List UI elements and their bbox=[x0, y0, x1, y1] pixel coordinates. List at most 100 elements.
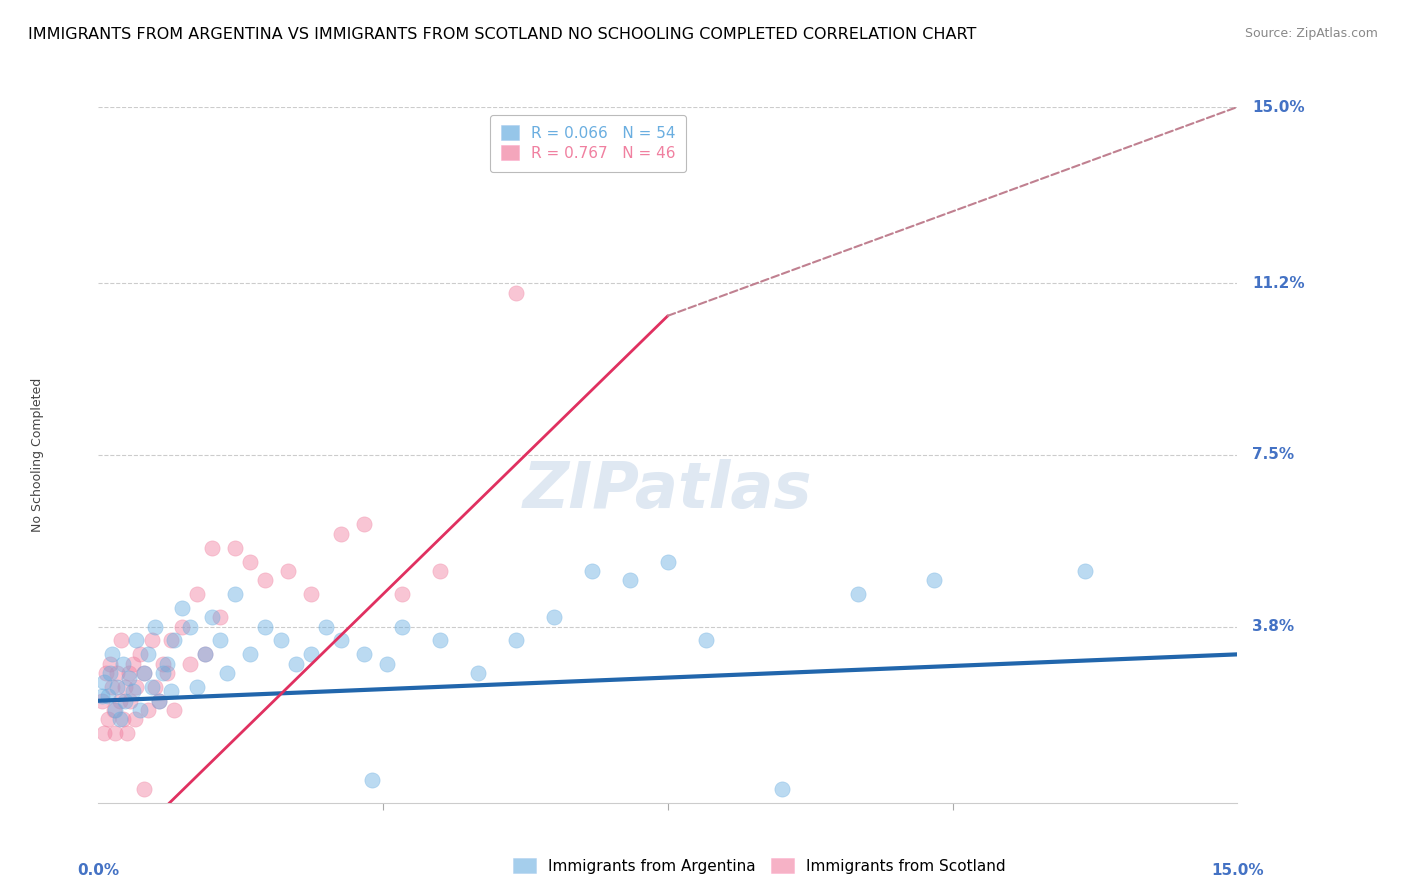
Legend: Immigrants from Argentina, Immigrants from Scotland: Immigrants from Argentina, Immigrants fr… bbox=[506, 852, 1012, 880]
Point bbox=[114, 694, 136, 708]
Point bbox=[129, 703, 152, 717]
Point bbox=[145, 680, 167, 694]
Point bbox=[254, 573, 277, 587]
Point bbox=[179, 619, 201, 633]
Text: 11.2%: 11.2% bbox=[1253, 276, 1305, 291]
Point bbox=[315, 619, 337, 633]
Point bbox=[330, 526, 353, 541]
Point bbox=[429, 633, 451, 648]
Point bbox=[91, 694, 114, 708]
Point bbox=[299, 587, 322, 601]
Text: 15.0%: 15.0% bbox=[1253, 100, 1305, 114]
Point bbox=[108, 712, 131, 726]
Point bbox=[170, 619, 193, 633]
Point bbox=[353, 648, 375, 662]
Point bbox=[467, 665, 489, 680]
Point bbox=[270, 633, 292, 648]
Point bbox=[922, 573, 945, 587]
Text: IMMIGRANTS FROM ARGENTINA VS IMMIGRANTS FROM SCOTLAND NO SCHOOLING COMPLETED COR: IMMIGRANTS FROM ARGENTINA VS IMMIGRANTS … bbox=[28, 27, 977, 42]
Point bbox=[254, 619, 277, 633]
Text: ZIPatlas: ZIPatlas bbox=[523, 458, 813, 521]
Point bbox=[93, 726, 115, 740]
Text: No Schooling Completed: No Schooling Completed bbox=[31, 378, 44, 532]
Legend: R = 0.066   N = 54, R = 0.767   N = 46: R = 0.066 N = 54, R = 0.767 N = 46 bbox=[489, 115, 686, 171]
Text: Source: ZipAtlas.com: Source: ZipAtlas.com bbox=[1244, 27, 1378, 40]
Point bbox=[152, 657, 174, 671]
Point bbox=[156, 657, 179, 671]
Point bbox=[121, 657, 143, 671]
Point bbox=[429, 564, 451, 578]
Point bbox=[114, 680, 136, 694]
Point bbox=[118, 665, 141, 680]
Point bbox=[141, 633, 163, 648]
Point bbox=[330, 633, 353, 648]
Point bbox=[299, 648, 322, 662]
Point bbox=[543, 610, 565, 624]
Point bbox=[375, 657, 398, 671]
Point bbox=[96, 689, 118, 703]
Point bbox=[101, 648, 124, 662]
Point bbox=[186, 587, 208, 601]
Text: 7.5%: 7.5% bbox=[1253, 448, 1295, 462]
Point bbox=[224, 541, 246, 555]
Point bbox=[148, 694, 170, 708]
Point bbox=[505, 285, 527, 300]
Point bbox=[98, 665, 121, 680]
Point bbox=[141, 680, 163, 694]
Text: 0.0%: 0.0% bbox=[77, 863, 120, 878]
Point bbox=[505, 633, 527, 648]
Point bbox=[159, 684, 181, 698]
Point bbox=[239, 648, 262, 662]
Point bbox=[125, 680, 148, 694]
Point bbox=[104, 703, 127, 717]
Point bbox=[657, 555, 679, 569]
Point bbox=[94, 665, 117, 680]
Point bbox=[129, 648, 152, 662]
Text: 3.8%: 3.8% bbox=[1253, 619, 1295, 634]
Point bbox=[117, 726, 139, 740]
Point bbox=[132, 781, 155, 796]
Point bbox=[695, 633, 717, 648]
Point bbox=[581, 564, 603, 578]
Point bbox=[1074, 564, 1097, 578]
Point bbox=[91, 689, 114, 703]
Point bbox=[120, 694, 142, 708]
Point bbox=[118, 671, 141, 685]
Point bbox=[108, 694, 131, 708]
Point bbox=[277, 564, 299, 578]
Point bbox=[156, 665, 179, 680]
Point bbox=[186, 680, 208, 694]
Point bbox=[101, 680, 124, 694]
Point bbox=[163, 703, 186, 717]
Point bbox=[98, 657, 121, 671]
Point bbox=[353, 517, 375, 532]
Point bbox=[846, 587, 869, 601]
Point bbox=[201, 610, 224, 624]
Point bbox=[194, 648, 217, 662]
Point bbox=[217, 665, 239, 680]
Point bbox=[124, 712, 146, 726]
Point bbox=[121, 684, 143, 698]
Point bbox=[132, 665, 155, 680]
Point bbox=[148, 694, 170, 708]
Point bbox=[103, 703, 125, 717]
Point bbox=[391, 619, 413, 633]
Point bbox=[170, 601, 193, 615]
Point bbox=[159, 633, 181, 648]
Point bbox=[163, 633, 186, 648]
Point bbox=[208, 610, 231, 624]
Point bbox=[179, 657, 201, 671]
Point bbox=[111, 657, 134, 671]
Point bbox=[239, 555, 262, 569]
Point bbox=[110, 633, 132, 648]
Point bbox=[208, 633, 231, 648]
Point bbox=[104, 726, 127, 740]
Point bbox=[194, 648, 217, 662]
Point bbox=[111, 712, 134, 726]
Point bbox=[360, 772, 382, 787]
Point bbox=[125, 633, 148, 648]
Point bbox=[619, 573, 641, 587]
Point bbox=[132, 665, 155, 680]
Point bbox=[107, 665, 129, 680]
Point bbox=[93, 675, 115, 690]
